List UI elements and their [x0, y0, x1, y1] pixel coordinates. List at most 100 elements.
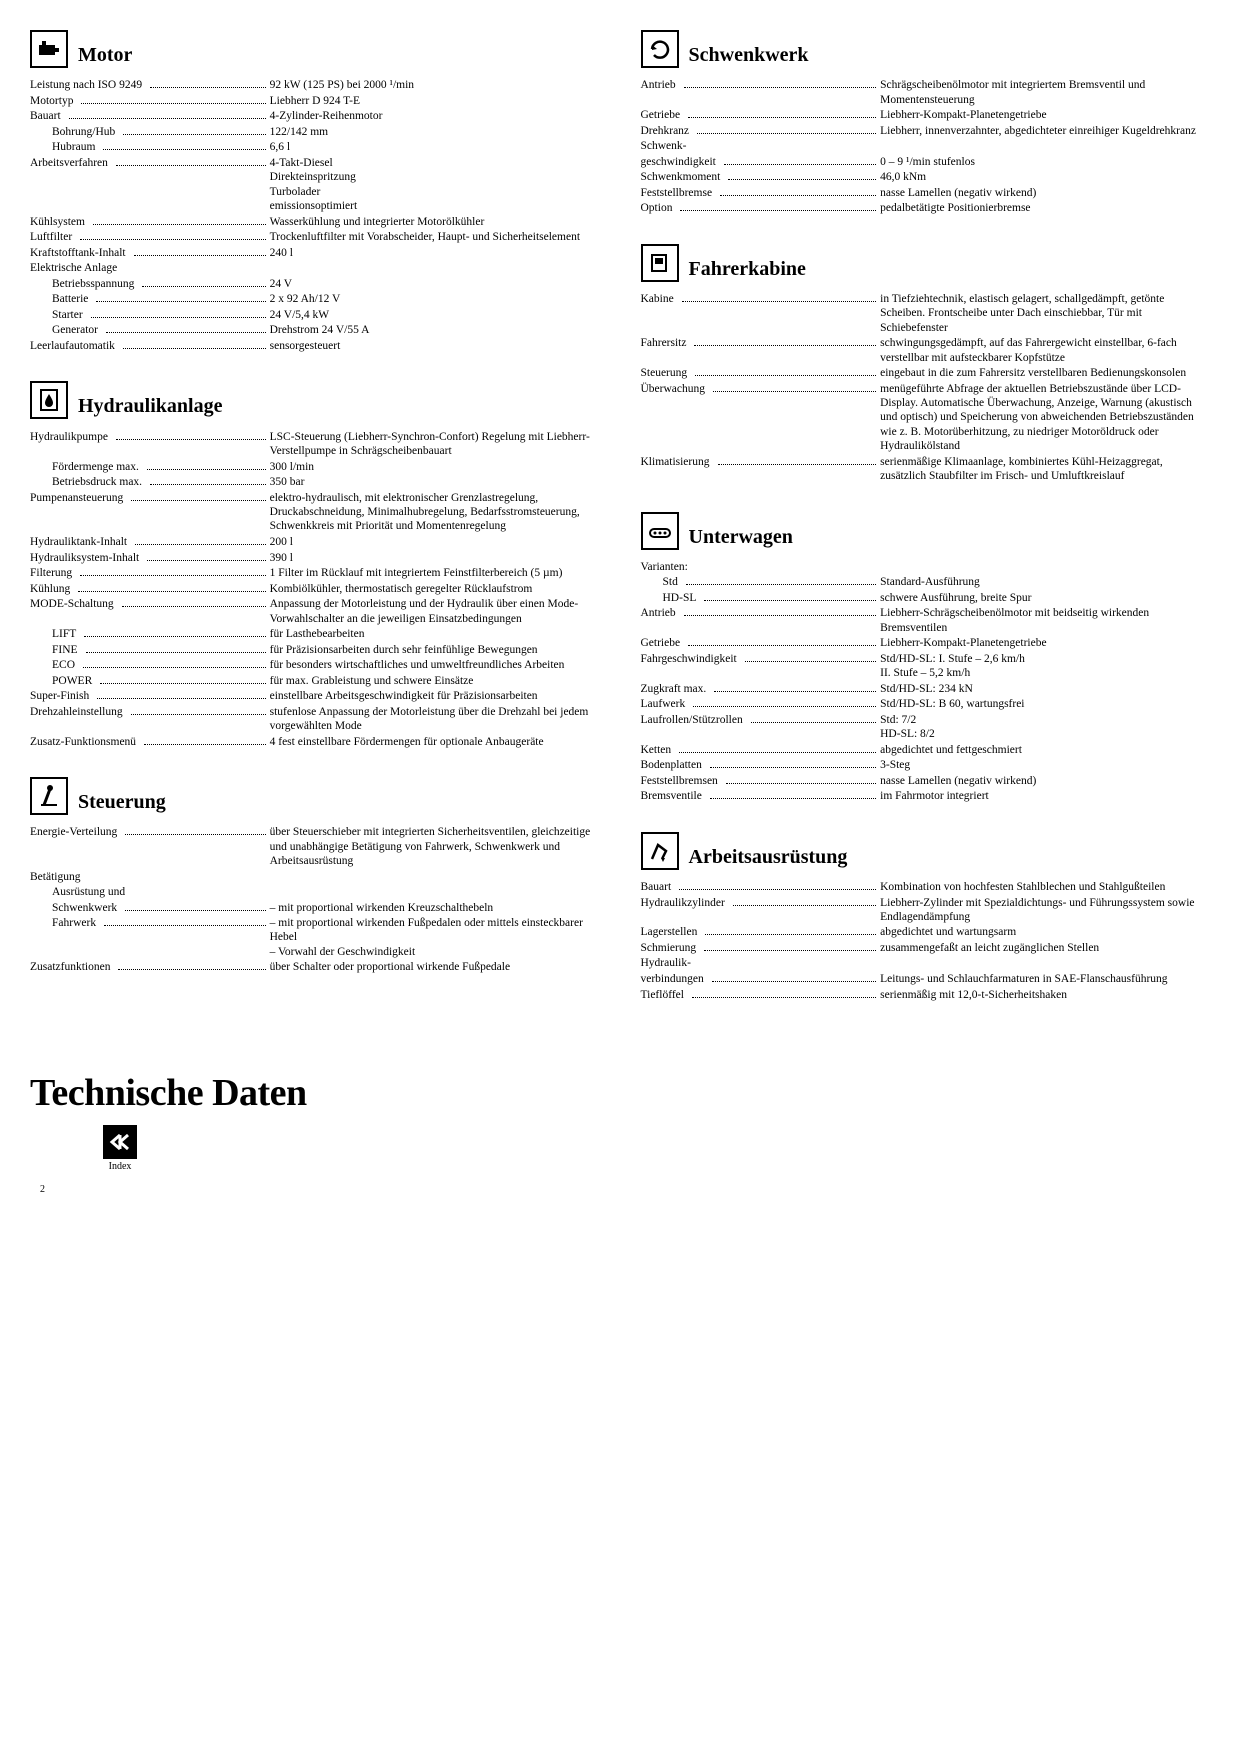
- spec-label: Betriebsdruck max.: [30, 475, 146, 489]
- spec-value: Liebherr-Kompakt-Planetengetriebe: [880, 108, 1211, 122]
- spec-row: Bohrung/Hub122/142 mm: [30, 125, 601, 140]
- spec-value: abgedichtet und wartungsarm: [880, 925, 1211, 939]
- spec-label: Laufwerk: [641, 697, 690, 711]
- spec-value: abgedichtet und fettgeschmiert: [880, 743, 1211, 757]
- spec-row: Arbeitsverfahren4-Takt-Diesel Direkteins…: [30, 156, 601, 214]
- spec-value: 46,0 kNm: [880, 170, 1211, 184]
- leader-dots: [147, 550, 265, 560]
- spec-row: verbindungenLeitungs- und Schlauchfarmat…: [641, 972, 1212, 987]
- spec-label: Kabine: [641, 292, 678, 306]
- spec-label: POWER: [30, 674, 96, 688]
- leader-dots: [86, 643, 266, 653]
- spec-row: Betriebsspannung24 V: [30, 277, 601, 292]
- spec-value: Schrägscheibenölmotor mit integriertem B…: [880, 78, 1211, 107]
- spec-label: Drehkranz: [641, 124, 694, 138]
- leader-dots: [135, 535, 266, 545]
- spec-value: Kombination von hochfesten Stahlblechen …: [880, 880, 1211, 894]
- leader-dots: [122, 597, 266, 607]
- spec-value: menügeführte Abfrage der aktuellen Betri…: [880, 382, 1211, 454]
- spec-row: MotortypLiebherr D 924 T-E: [30, 94, 601, 109]
- spec-label: Feststellbremsen: [641, 774, 722, 788]
- section-title: Unterwagen: [689, 525, 793, 550]
- section-header: Schwenkwerk: [641, 30, 1212, 68]
- spec-label: Bremsventile: [641, 789, 706, 803]
- leader-dots: [125, 900, 265, 910]
- spec-label: Hydraulikzylinder: [641, 896, 729, 910]
- spec-label: Kraftstofftank-Inhalt: [30, 246, 130, 260]
- leader-dots: [69, 109, 266, 119]
- spec-label: Fahrersitz: [641, 336, 691, 350]
- spec-label: Fahrgeschwindigkeit: [641, 652, 741, 666]
- spec-row: Hubraum6,6 l: [30, 140, 601, 155]
- spec-label: Ausrüstung und: [30, 885, 129, 899]
- spec-row: LIFTfür Lasthebearbeiten: [30, 627, 601, 642]
- spec-label: Ketten: [641, 743, 676, 757]
- leader-dots: [726, 774, 876, 784]
- spec-row: Schwenk-: [641, 139, 1212, 153]
- section-header: Unterwagen: [641, 512, 1212, 550]
- leader-dots: [695, 366, 876, 376]
- spec-label: Kühlung: [30, 582, 74, 596]
- spec-row: FahrgeschwindigkeitStd/HD-SL: I. Stufe –…: [641, 652, 1212, 681]
- spec-value: 122/142 mm: [270, 125, 601, 139]
- spec-value: Liebherr-Kompakt-Planetengetriebe: [880, 636, 1211, 650]
- leader-dots: [100, 674, 265, 684]
- spec-label: Zugkraft max.: [641, 682, 711, 696]
- spec-value: 240 l: [270, 246, 601, 260]
- spec-value: einstellbare Arbeitsgeschwindigkeit für …: [270, 689, 601, 703]
- spec-row: KühlsystemWasserkühlung und integrierter…: [30, 215, 601, 230]
- spec-label: Elektrische Anlage: [30, 261, 121, 275]
- spec-row: DrehkranzLiebherr, innenverzahnter, abge…: [641, 124, 1212, 139]
- leader-dots: [131, 705, 266, 715]
- spec-row: HydraulikzylinderLiebherr-Zylinder mit S…: [641, 895, 1212, 924]
- spec-label: Fördermenge max.: [30, 460, 143, 474]
- spec-value: Std/HD-SL: B 60, wartungsfrei: [880, 697, 1211, 711]
- spec-row: Drehzahleinstellungstufenlose Anpassung …: [30, 705, 601, 734]
- spec-row: GetriebeLiebherr-Kompakt-Planetengetrieb…: [641, 108, 1212, 123]
- spec-value: elektro-hydraulisch, mit elektronischer …: [270, 491, 601, 534]
- spec-label: Leerlaufautomatik: [30, 339, 119, 353]
- spec-label: Kühlsystem: [30, 215, 89, 229]
- spec-label: Laufrollen/Stützrollen: [641, 713, 747, 727]
- spec-label: Hubraum: [30, 140, 99, 154]
- spec-value: Anpassung der Motorleistung und der Hydr…: [270, 597, 601, 626]
- spec-row: Betriebsdruck max.350 bar: [30, 475, 601, 490]
- section-arbeit: ArbeitsausrüstungBauartKombination von h…: [641, 832, 1212, 1002]
- spec-value: LSC-Steuerung (Liebherr-Synchron-Confort…: [270, 430, 601, 459]
- spec-label: Klimatisierung: [641, 455, 714, 469]
- spec-value: Std/HD-SL: 234 kN: [880, 682, 1211, 696]
- spec-value: – mit proportional wirkenden Kreuzschalt…: [270, 901, 601, 915]
- spec-row: Zusatzfunktionenüber Schalter oder propo…: [30, 960, 601, 975]
- section-header: Hydraulikanlage: [30, 381, 601, 419]
- spec-label: Schwenkwerk: [30, 901, 121, 915]
- left-column: MotorLeistung nach ISO 924992 kW (125 PS…: [30, 30, 601, 1030]
- spec-row: Bodenplatten3-Steg: [641, 758, 1212, 773]
- spec-value: 300 l/min: [270, 460, 601, 474]
- spec-label: Option: [641, 201, 677, 215]
- spec-value: 92 kW (125 PS) bei 2000 ¹/min: [270, 78, 601, 92]
- leader-dots: [83, 658, 266, 668]
- spec-row: Feststellbremsennasse Lamellen (negativ …: [641, 774, 1212, 789]
- section-header: Steuerung: [30, 777, 601, 815]
- spec-row: Steuerungeingebaut in die zum Fahrersitz…: [641, 366, 1212, 381]
- leader-dots: [91, 308, 266, 318]
- leader-dots: [150, 475, 266, 485]
- spec-value: nasse Lamellen (negativ wirkend): [880, 186, 1211, 200]
- spec-row: Fördermenge max. 300 l/min: [30, 459, 601, 474]
- spec-label: Std: [641, 575, 682, 589]
- leader-dots: [710, 789, 876, 799]
- page-title: Technische Daten: [30, 1070, 1211, 1118]
- leader-dots: [106, 323, 266, 333]
- spec-label: Bauart: [641, 880, 676, 894]
- spec-label: Filterung: [30, 566, 76, 580]
- spec-label: Zusatzfunktionen: [30, 960, 114, 974]
- index-icon[interactable]: [103, 1125, 137, 1159]
- spec-label: Luftfilter: [30, 230, 76, 244]
- leader-dots: [134, 246, 266, 256]
- spec-row: Starter24 V/5,4 kW: [30, 308, 601, 323]
- section-title: Motor: [78, 43, 132, 68]
- spec-value: serienmäßige Klimaanlage, kombiniertes K…: [880, 455, 1211, 484]
- spec-label: Hydraulikpumpe: [30, 430, 112, 444]
- spec-row: Laufrollen/StützrollenStd: 7/2 HD-SL: 8/…: [641, 713, 1212, 742]
- spec-row: Betätigung: [30, 870, 601, 884]
